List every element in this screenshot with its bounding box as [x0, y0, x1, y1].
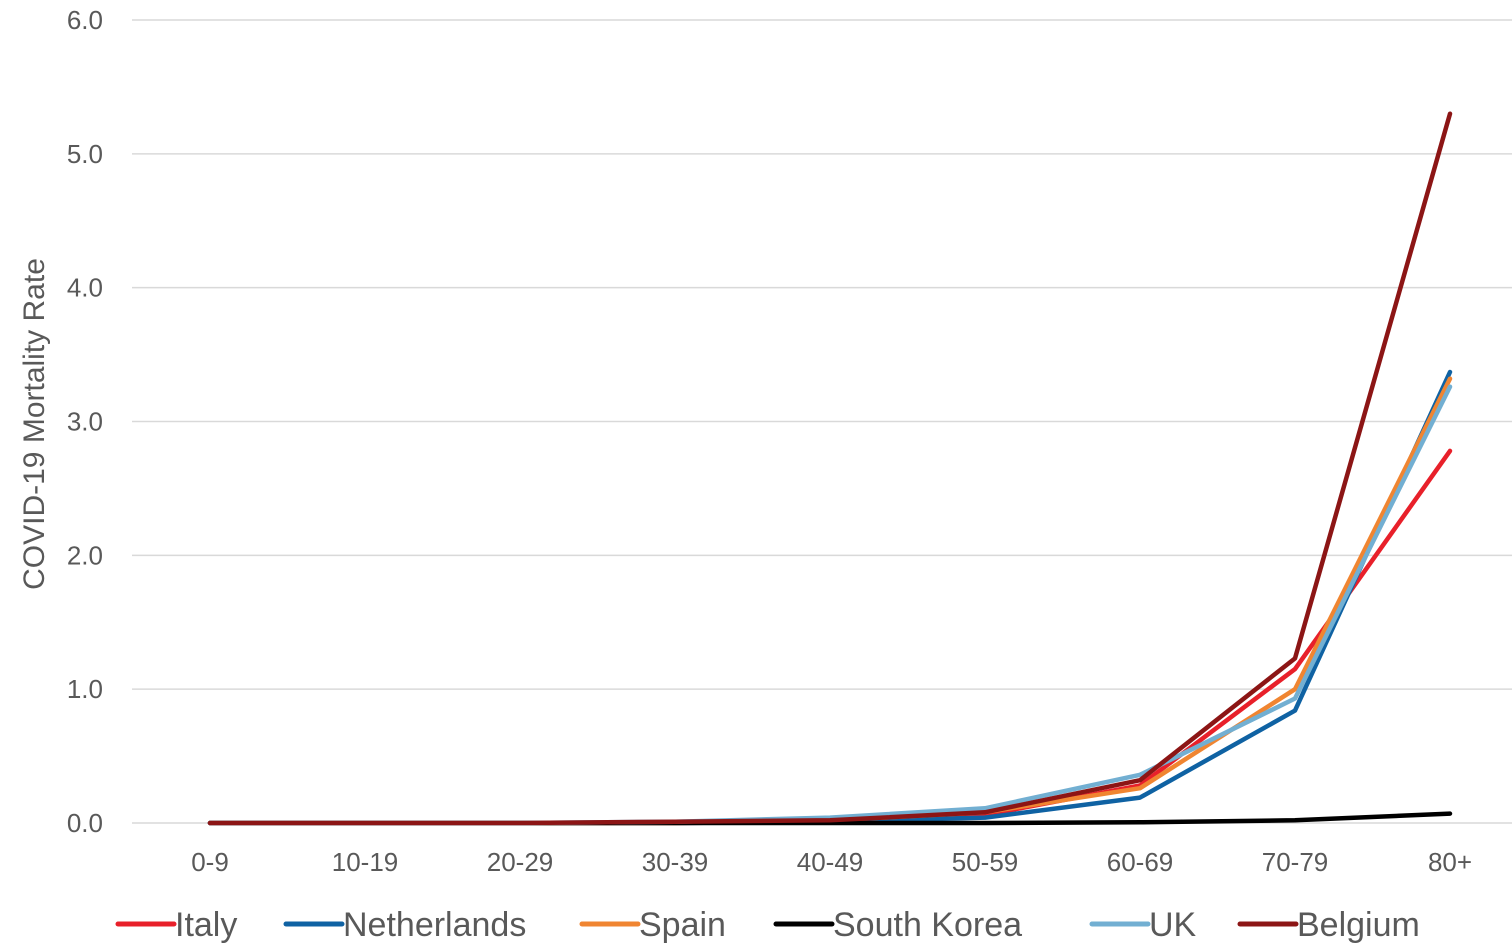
x-axis-ticks: 0-9 10-19 20-29 30-39 40-49 50-59 60-69 70-79 80…: [191, 847, 1472, 877]
series-line-italy: [207, 448, 1453, 826]
legend: Italy Netherlands Spain South Korea UK Belgiu…: [115, 906, 1420, 944]
x-tick-label: 80+: [1428, 847, 1472, 877]
y-tick-label: 0.0: [67, 808, 103, 838]
gridlines: [132, 19, 1512, 824]
y-tick-label: 2.0: [67, 540, 103, 570]
series-line-uk: [207, 384, 1453, 826]
x-tick-label: 30-39: [642, 847, 709, 877]
legend-item-italy: Italy: [115, 906, 237, 944]
y-axis-title: COVID-19 Mortality Rate: [18, 258, 51, 590]
legend-item-spain: Spain: [579, 906, 726, 944]
legend-item-uk: UK: [1089, 906, 1197, 944]
x-tick-label: 10-19: [332, 847, 399, 877]
x-tick-label: 60-69: [1107, 847, 1174, 877]
legend-label: Italy: [175, 906, 237, 944]
series-lines: [207, 111, 1453, 826]
y-tick-label: 1.0: [67, 674, 103, 704]
series-line-spain: [207, 376, 1453, 826]
x-tick-label: 70-79: [1262, 847, 1329, 877]
legend-item-south-korea: South Korea: [773, 906, 1022, 944]
legend-label: Netherlands: [343, 906, 526, 944]
legend-label: Belgium: [1297, 906, 1420, 944]
legend-item-netherlands: Netherlands: [283, 906, 526, 944]
legend-label: Spain: [639, 906, 726, 944]
x-tick-label: 50-59: [952, 847, 1019, 877]
x-tick-label: 20-29: [487, 847, 554, 877]
y-tick-label: 3.0: [67, 407, 103, 437]
y-axis-ticks: 0.0 1.0 2.0 3.0 4.0 5.0 6.0: [67, 5, 103, 838]
y-tick-label: 4.0: [67, 273, 103, 303]
x-tick-label: 40-49: [797, 847, 864, 877]
series-line-netherlands: [207, 369, 1453, 826]
y-tick-label: 6.0: [67, 5, 103, 35]
x-tick-label: 0-9: [191, 847, 229, 877]
legend-item-belgium: Belgium: [1237, 906, 1420, 944]
legend-label: South Korea: [833, 906, 1022, 944]
legend-label: UK: [1149, 906, 1197, 944]
series-line-belgium: [207, 111, 1453, 826]
y-tick-label: 5.0: [67, 139, 103, 169]
